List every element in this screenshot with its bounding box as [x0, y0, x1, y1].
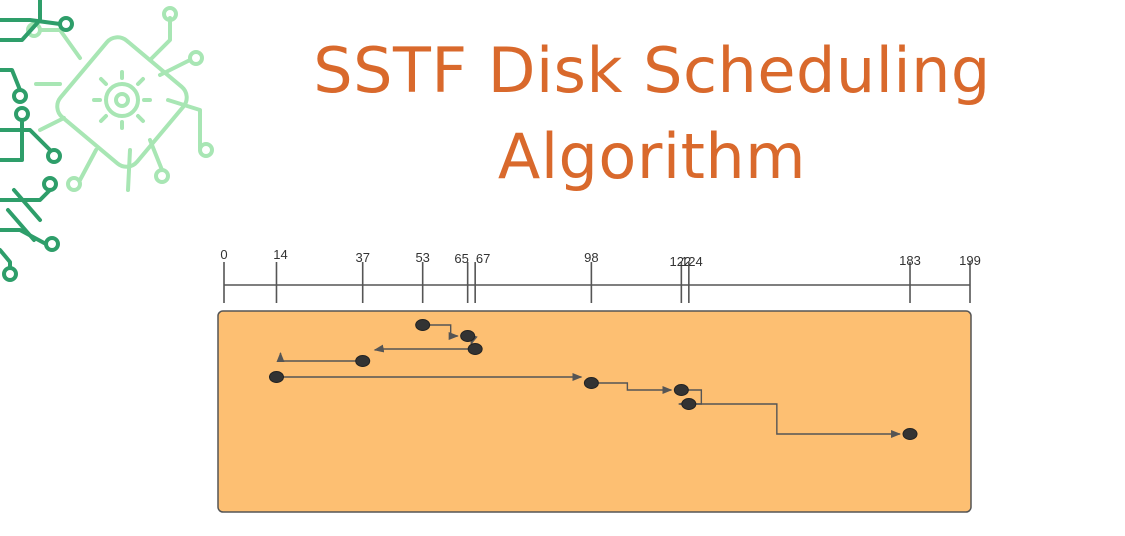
head-movement-path [276, 324, 902, 438]
move-53-to-65 [428, 324, 459, 340]
tick-label-199: 199 [959, 253, 981, 268]
request-nodes [268, 319, 918, 440]
request-node-122 [673, 384, 689, 396]
tick-label-67: 67 [476, 251, 490, 266]
tick-label-122: 122 [669, 254, 691, 269]
tick-label-183: 183 [899, 253, 921, 268]
tick-label-14: 14 [273, 247, 287, 262]
title-line-2: Algorithm [497, 120, 807, 193]
request-node-67 [467, 343, 483, 355]
move-37-to-14 [276, 352, 357, 362]
tick-label-124: 124 [681, 254, 703, 269]
move-124-to-183 [694, 403, 902, 438]
request-node-53 [415, 319, 431, 331]
move-98-to-122 [597, 382, 673, 394]
page-title: SSTF Disk Scheduling Algorithm [220, 28, 1084, 200]
tick-label-0: 0 [220, 247, 227, 262]
diagram-panel [217, 310, 972, 513]
tick-label-37: 37 [355, 250, 369, 265]
tick-label-65: 65 [454, 251, 468, 266]
request-node-37 [355, 355, 371, 367]
request-node-14 [268, 371, 284, 383]
request-node-183 [902, 428, 918, 440]
title-line-1: SSTF Disk Scheduling [313, 34, 991, 107]
request-node-124 [681, 398, 697, 410]
move-67-to-37 [373, 344, 470, 353]
tick-label-53: 53 [415, 250, 429, 265]
tick-label-98: 98 [584, 250, 598, 265]
circuit-chip-gear-icon [0, 0, 214, 282]
request-node-98 [583, 377, 599, 389]
request-node-65 [460, 330, 476, 342]
